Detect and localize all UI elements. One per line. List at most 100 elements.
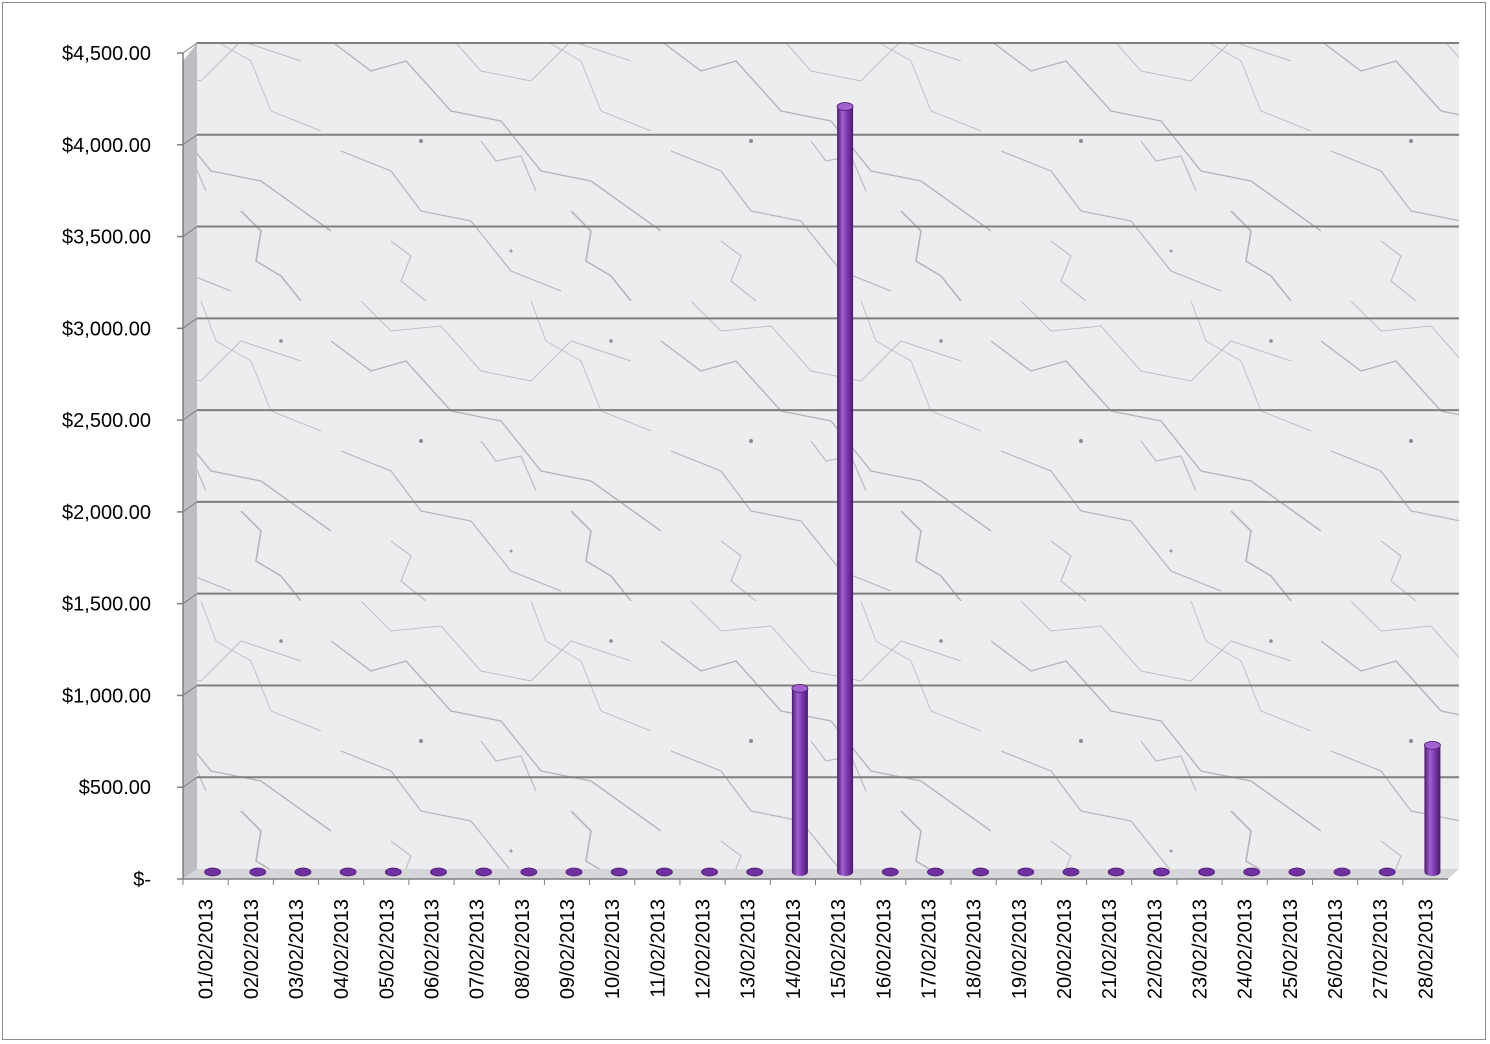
x-tick-label: 12/02/2013 [693,899,715,999]
bar-cap [791,684,809,693]
y-tick-label: $4,000.00 [62,135,151,157]
x-tick-label: 03/02/2013 [286,899,308,999]
x-tick-label: 11/02/2013 [647,899,669,998]
side-wall-face [183,43,197,879]
bar-cap [565,867,583,877]
bar [655,867,673,877]
bar-cap [1288,867,1306,877]
x-tick-label: 27/02/2013 [1370,899,1392,999]
y-tick-label: $3,500.00 [62,227,151,249]
y-tick-label: $- [133,869,151,891]
y-tick-label: $1,500.00 [62,594,151,616]
x-tick-label: 18/02/2013 [964,899,986,999]
bar-cap [881,867,899,877]
x-tick-label: 26/02/2013 [1325,899,1347,999]
bar-cap [836,102,854,111]
bar [610,867,628,877]
bar-cap [1333,867,1351,877]
x-axis-tick-labels: 01/02/2013 02/02/2013 03/02/2013 04/02/2013… [182,879,1437,999]
x-tick-label: 24/02/2013 [1235,899,1257,999]
bar-cap [249,867,267,877]
x-tick-label: 02/02/2013 [241,899,263,999]
gridline-side [182,685,198,696]
x-tick-label: 19/02/2013 [1009,899,1031,999]
bar-cap [520,867,538,877]
gridline-side [182,776,198,788]
bar-cap [701,867,718,877]
x-tick-label: 28/02/2013 [1415,899,1437,999]
x-tick-label: 14/02/2013 [783,899,805,999]
floor-face [183,869,1459,879]
bar [1198,867,1215,877]
x-tick-label: 25/02/2013 [1280,899,1302,999]
bar-cap [1062,867,1080,877]
bar-cap [1378,867,1396,877]
bar [1288,867,1306,877]
bar [565,867,583,877]
bar-chart: $- $500.00 $1,000.00 $1,500.00 $2,000.00 $2,5… [62,42,1459,999]
x-tick-label: 20/02/2013 [1054,899,1076,999]
x-tick-label: 06/02/2013 [421,899,443,999]
bar-cap [294,867,312,877]
bar [249,867,267,877]
bar [1243,867,1261,877]
bar-cap [204,867,221,877]
bar [881,867,899,877]
bar [1062,867,1080,877]
bar-cap [430,867,447,877]
bar-body [837,106,854,876]
x-tick-label: 10/02/2013 [602,899,624,999]
bar-cap [1017,867,1035,877]
bar [339,867,357,877]
x-tick-label: 01/02/2013 [196,899,218,999]
bar-body [1424,745,1441,876]
bar-cap [384,867,402,877]
bar [384,867,402,877]
x-tick-label: 17/02/2013 [918,899,940,999]
bar-cap [972,867,990,877]
bar [1017,867,1035,877]
bar-body [791,688,808,876]
x-tick-label: 04/02/2013 [331,899,353,999]
x-tick-label: 13/02/2013 [738,899,760,999]
bar [701,867,718,877]
y-tick-label: $3,000.00 [62,318,151,340]
bar [520,867,538,877]
x-tick-label: 22/02/2013 [1144,899,1166,999]
bar-cap [1107,867,1125,877]
y-tick-label: $4,500.00 [62,43,151,65]
bar-cap [746,867,764,877]
y-tick-label: $2,500.00 [62,410,151,432]
gridline-side [182,134,198,146]
x-tick-label: 21/02/2013 [1099,899,1121,999]
bar [836,102,854,876]
back-wall [182,43,1459,880]
gridline-side [182,317,198,329]
bar-cap [655,867,673,877]
y-tick-label: $500.00 [79,777,151,799]
gridline-side [182,409,198,421]
bar [204,867,221,877]
gridline-side [182,226,198,237]
bar [972,867,990,877]
bar-cap [1243,867,1261,877]
bar [475,867,493,877]
gridline-side [182,593,198,605]
x-tick-label: 05/02/2013 [376,899,398,999]
bar [1107,867,1125,877]
bar-cap [610,867,628,877]
y-tick-label: $2,000.00 [62,502,151,524]
bar [1152,867,1170,877]
bar [791,684,809,876]
bar [746,867,764,877]
bar [927,867,944,877]
x-tick-label: 08/02/2013 [512,899,534,999]
x-tick-label: 07/02/2013 [467,899,489,999]
bar-cap [927,867,944,877]
x-tick-label: 09/02/2013 [557,899,579,999]
gridline-side [182,501,198,513]
bar-cap [475,867,493,877]
bar-cap [1198,867,1215,877]
bar [1378,867,1396,877]
